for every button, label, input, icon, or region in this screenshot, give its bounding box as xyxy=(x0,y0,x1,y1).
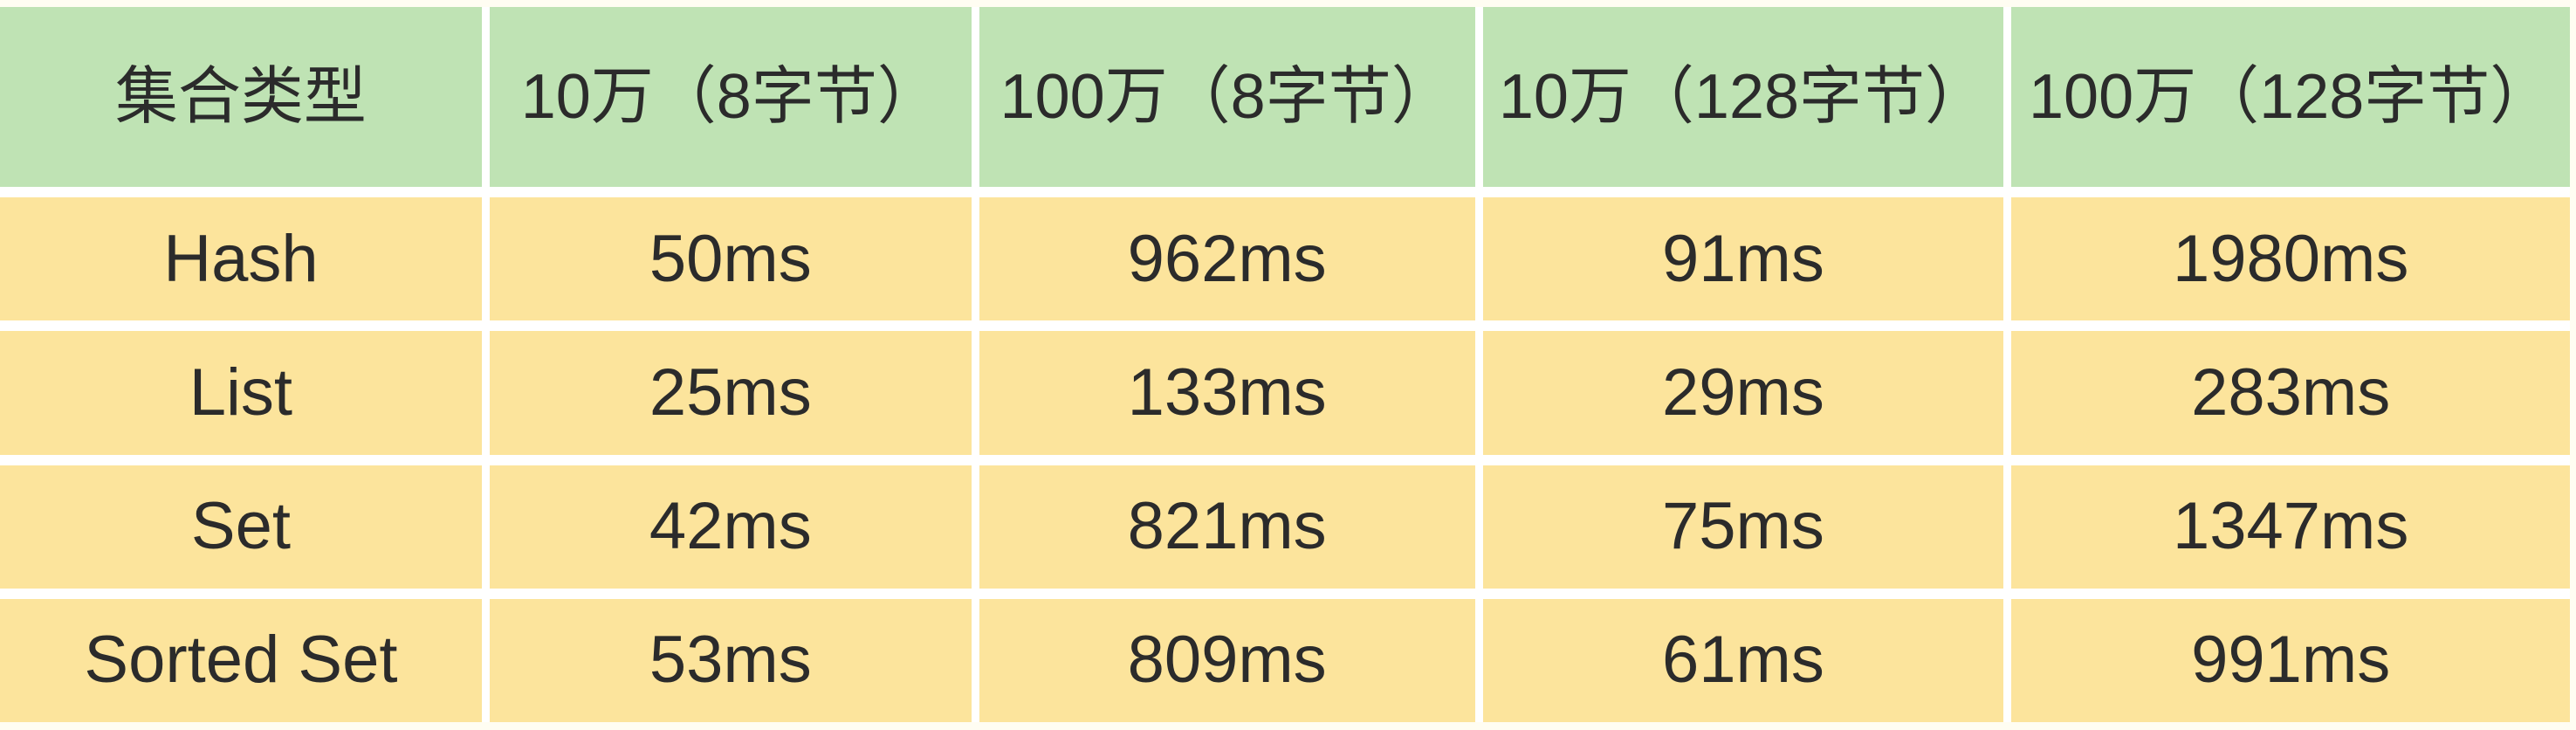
cell-list-100k-128byte: 29ms xyxy=(1482,331,2004,455)
performance-table-grid: 集合类型 10万（8字节） 100万（8字节） 10万（128字节） 100万（… xyxy=(0,7,2570,722)
cell-sorted-set-1m-8byte: 809ms xyxy=(979,598,1475,722)
cell-sorted-set-100k-128byte: 61ms xyxy=(1482,598,2004,722)
performance-table: 集合类型 10万（8字节） 100万（8字节） 10万（128字节） 100万（… xyxy=(0,7,2570,722)
col-header-1m-128byte: 100万（128字节） xyxy=(2011,7,2570,187)
cell-sorted-set-100k-8byte: 53ms xyxy=(489,598,972,722)
col-header-100k-128byte: 10万（128字节） xyxy=(1482,7,2004,187)
cell-set-100k-8byte: 42ms xyxy=(489,465,972,589)
row-label-sorted-set: Sorted Set xyxy=(0,598,482,722)
col-header-1m-8byte: 100万（8字节） xyxy=(979,7,1475,187)
cell-sorted-set-1m-128byte: 991ms xyxy=(2011,598,2570,722)
cell-set-1m-128byte: 1347ms xyxy=(2011,465,2570,589)
col-header-100k-8byte: 10万（8字节） xyxy=(489,7,972,187)
cell-hash-1m-8byte: 962ms xyxy=(979,197,1475,321)
cell-set-100k-128byte: 75ms xyxy=(1482,465,2004,589)
row-label-list: List xyxy=(0,331,482,455)
cell-hash-1m-128byte: 1980ms xyxy=(2011,197,2570,321)
cell-set-1m-8byte: 821ms xyxy=(979,465,1475,589)
cell-hash-100k-128byte: 91ms xyxy=(1482,197,2004,321)
col-header-collection-type: 集合类型 xyxy=(0,7,482,187)
cell-list-1m-128byte: 283ms xyxy=(2011,331,2570,455)
cell-list-1m-8byte: 133ms xyxy=(979,331,1475,455)
cell-list-100k-8byte: 25ms xyxy=(489,331,972,455)
row-label-set: Set xyxy=(0,465,482,589)
row-label-hash: Hash xyxy=(0,197,482,321)
cell-hash-100k-8byte: 50ms xyxy=(489,197,972,321)
